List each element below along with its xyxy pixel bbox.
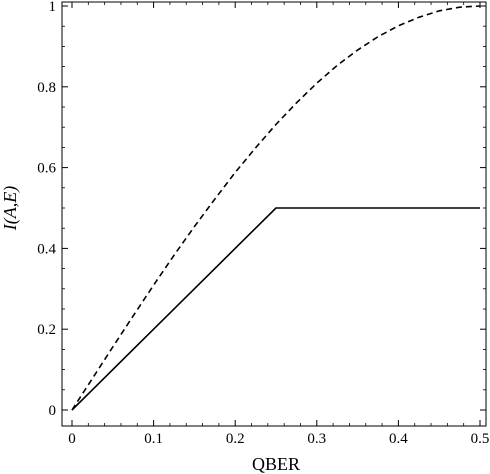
dashed-curve-series (71, 5, 481, 411)
y-tick-label: 0.8 (37, 80, 56, 96)
y-tick-label: 0.6 (37, 161, 56, 177)
y-axis-label: I(A,E) (0, 186, 21, 231)
x-tick-label: 0 (68, 431, 76, 447)
solid-piecewise-series (71, 207, 480, 411)
x-tick-label: 0.2 (226, 431, 245, 447)
y-tick-label: 0 (49, 403, 57, 419)
ticks: 0 0.1 0.2 0.3 0.4 0.5 0 0.2 0.4 0.6 0.8 1 (37, 0, 489, 447)
x-axis-label: QBER (252, 454, 300, 474)
y-tick-label: 1 (49, 0, 57, 15)
y-tick-label: 0.4 (37, 241, 56, 257)
x-tick-label: 0.1 (144, 431, 163, 447)
x-tick-label: 0.5 (471, 431, 490, 447)
x-tick-label: 0.4 (389, 431, 408, 447)
y-tick-label: 0.2 (37, 322, 56, 338)
series-group (71, 5, 481, 411)
plot-frame (61, 1, 487, 427)
x-tick-label: 0.3 (307, 431, 326, 447)
